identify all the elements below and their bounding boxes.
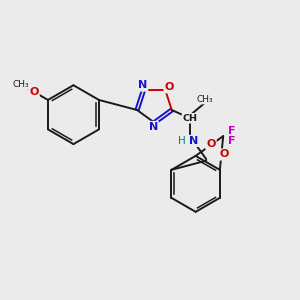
- Text: O: O: [165, 82, 174, 92]
- Text: N: N: [148, 122, 158, 132]
- Text: CH₃: CH₃: [196, 95, 213, 104]
- Text: CH₃: CH₃: [12, 80, 29, 89]
- Text: F: F: [228, 136, 236, 146]
- Text: H: H: [178, 136, 186, 146]
- Text: N: N: [138, 80, 147, 91]
- Text: CH: CH: [182, 114, 197, 123]
- Text: N: N: [189, 136, 198, 146]
- Text: F: F: [228, 126, 236, 136]
- Text: O: O: [219, 149, 229, 160]
- Text: O: O: [29, 87, 39, 97]
- Text: O: O: [206, 139, 216, 148]
